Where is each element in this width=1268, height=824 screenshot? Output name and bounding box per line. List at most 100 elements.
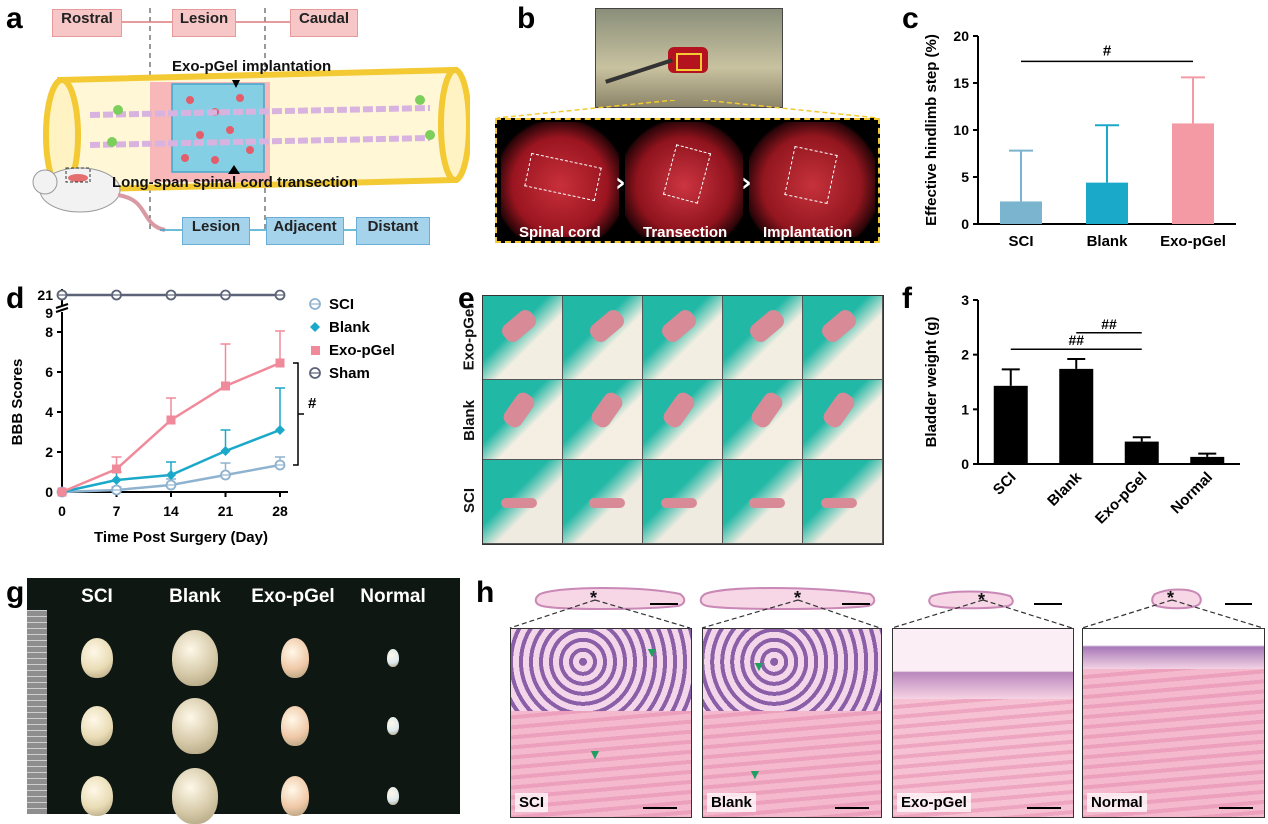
zoom-guide-lines	[496, 100, 879, 119]
lesion-top-box: Lesion	[172, 9, 236, 37]
y-tick-label: 2	[961, 347, 969, 363]
bladder-sample	[172, 630, 218, 686]
chart-hindlimb-step: 0 5 10 15 20 Effective hindlimb step (%) SCI Bl…	[923, 28, 1236, 250]
x-tick-label: 28	[272, 503, 288, 519]
paw	[748, 389, 786, 431]
data-point-exo-pgel	[275, 358, 285, 368]
hindlimb-photo	[723, 380, 803, 460]
paw	[498, 306, 540, 346]
paw	[588, 389, 626, 431]
tile-label-normal: Normal	[1087, 793, 1147, 812]
panel-g-label: g	[6, 576, 25, 609]
significance-mark: #	[1103, 42, 1112, 59]
y-tick-label: 5	[961, 169, 969, 185]
panel-h: * * * * SCI Blank Exo-pGel Normal ▼ ▼ ▼ …	[500, 576, 1268, 818]
bladder-sample	[387, 649, 399, 667]
star-marker: *	[794, 588, 802, 608]
y-tick-label: 1	[961, 401, 969, 417]
data-point-blank	[111, 475, 122, 485]
hindlimb-photo	[563, 460, 643, 544]
y-tick-label: 2	[45, 444, 53, 460]
hindlimb-photo	[723, 460, 803, 544]
hindlimb-photo	[723, 296, 803, 380]
bar-sci	[993, 385, 1028, 464]
y-axis-title: BBB Scores	[10, 359, 26, 446]
legend-label-exo-pgel: Exo-pGel	[329, 342, 395, 359]
histology-tile-blank: Blank	[702, 628, 882, 818]
x-tick-label: Blank	[1087, 233, 1129, 250]
bladder-sample	[281, 776, 309, 816]
y-tick-label: 4	[45, 404, 53, 420]
bar-blank	[1059, 368, 1094, 464]
panel-f-label: f	[902, 282, 912, 315]
data-point-exo-pgel	[57, 487, 67, 497]
panel-b-label: b	[517, 2, 536, 35]
bladder-sample	[81, 706, 113, 746]
panel-e-label: e	[458, 282, 475, 315]
significance-bracket	[293, 362, 299, 466]
y-tick-label: 9	[45, 305, 53, 321]
x-tick-label: SCI	[990, 469, 1020, 499]
panel-e: Exo-pGel Blank SCI	[458, 295, 884, 545]
bladder-photo: SCI Blank Exo-pGel Normal	[27, 578, 460, 824]
group-label-sci: SCI	[81, 586, 113, 607]
tile-label-blank: Blank	[707, 793, 756, 812]
significance-mark: #	[308, 395, 317, 412]
spinal-cord-schematic	[32, 8, 470, 232]
paw	[500, 389, 538, 431]
paw	[746, 306, 788, 346]
y-tick-label: 0	[45, 484, 53, 500]
panel-c-label: c	[902, 2, 919, 35]
adjacent-box: Adjacent	[266, 217, 344, 245]
hindlimb-photo	[643, 460, 723, 544]
y-axis-title: Bladder weight (g)	[923, 317, 940, 448]
paw	[501, 498, 537, 508]
significance-mark: ##	[1101, 316, 1117, 332]
caption-transection: Transection	[643, 224, 728, 241]
arrowhead-icon: ▼	[645, 644, 659, 660]
hindlimb-photo	[483, 460, 563, 544]
hindlimb-photo	[803, 460, 883, 544]
paw	[586, 306, 628, 346]
bladder-sample	[172, 698, 218, 754]
x-tick-label: Normal	[1168, 469, 1217, 518]
caption-spinal-cord: Spinal cord	[519, 224, 601, 241]
hindlimb-photo	[803, 296, 883, 380]
chart-bladder-weight: 0 1 2 3 Bladder weight (g) SCI Blank Exo-pGel No…	[923, 292, 1240, 527]
rostral-box: Rostral	[52, 9, 122, 37]
bladder-sample	[172, 768, 218, 824]
bladder-sample	[281, 638, 309, 678]
paw	[658, 306, 700, 346]
caudal-box: Caudal	[290, 9, 358, 37]
hindlimb-photo	[643, 380, 723, 460]
x-tick-label: 0	[58, 503, 66, 519]
y-tick-label: 0	[961, 456, 969, 472]
paw	[818, 306, 860, 346]
data-point-blank	[166, 470, 176, 480]
y-axis-title: Effective hindlimb step (%)	[923, 34, 940, 226]
histology-tile-exo-pgel: Exo-pGel	[892, 628, 1074, 818]
implantation-caption: Exo-pGel implantation	[172, 58, 332, 75]
data-point-blank	[220, 446, 231, 456]
y-tick-label: 0	[961, 216, 969, 232]
data-point-exo-pgel	[112, 464, 121, 474]
chevron-right-icon: ›	[615, 168, 626, 198]
y-tick-label: 10	[953, 122, 969, 138]
histology-tile-sci: SCI	[510, 628, 692, 818]
panel-a-label: a	[6, 2, 23, 35]
bladder-sample	[81, 776, 113, 816]
x-tick-label: 21	[218, 503, 234, 519]
y-tick-label: 20	[953, 28, 969, 44]
legend-label-sham: Sham	[329, 365, 370, 382]
hindlimb-photo	[643, 296, 723, 380]
legend-marker	[310, 322, 320, 332]
paw	[821, 498, 857, 508]
bladder-sample	[81, 638, 113, 678]
data-point-blank	[275, 425, 285, 435]
hindlimb-photo-grid	[482, 295, 884, 545]
lesion-bottom-box: Lesion	[182, 217, 250, 245]
star-marker: *	[1167, 588, 1175, 608]
ruler	[27, 610, 47, 814]
group-label-blank: Blank	[169, 586, 221, 607]
